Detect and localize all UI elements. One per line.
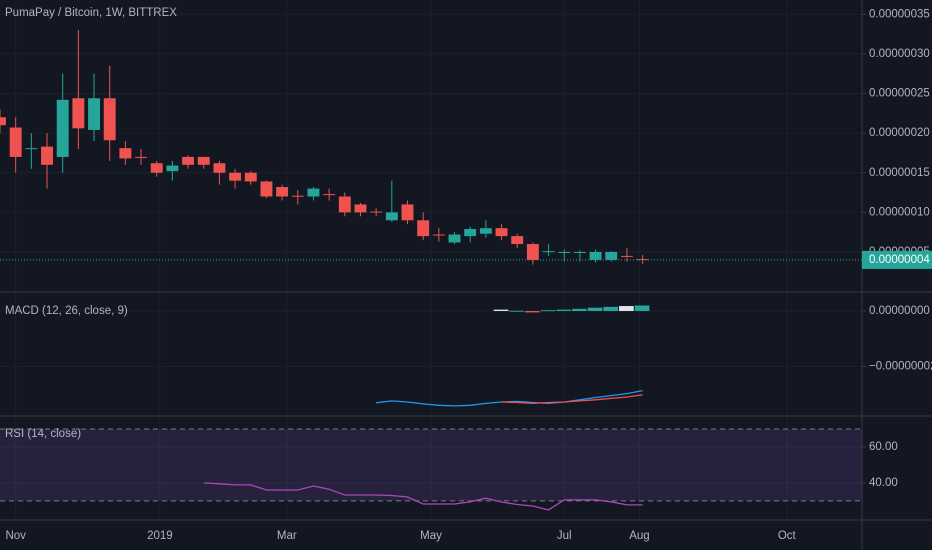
- candle-body: [213, 163, 226, 173]
- candle-body: [448, 234, 461, 243]
- x-tick-label: May: [420, 530, 442, 542]
- y-tick-label: 0.00000025: [869, 88, 930, 100]
- plot-area: [0, 30, 862, 511]
- x-tick-label: Aug: [629, 530, 649, 542]
- y-tick-label: −0.00000002: [869, 361, 932, 373]
- histogram-bar: [540, 310, 556, 312]
- candle-body: [56, 99, 69, 157]
- candle-body: [432, 234, 445, 236]
- candle-body: [182, 156, 195, 165]
- y-tick-label: 60.00: [869, 441, 898, 453]
- candle-body: [166, 165, 179, 172]
- candle-body: [526, 244, 539, 260]
- x-tick-label: Oct: [778, 530, 797, 542]
- x-tick-label: 2019: [147, 530, 173, 542]
- y-tick-label: 0.00000020: [869, 127, 930, 139]
- candle-body: [385, 212, 398, 221]
- histogram-bar: [603, 306, 619, 312]
- candle-body: [229, 172, 242, 181]
- rsi-band-fill: [0, 428, 862, 501]
- candle-body: [41, 146, 53, 165]
- candle-body: [119, 148, 132, 159]
- candle-body: [307, 188, 320, 197]
- y-tick-label: 0.00000010: [869, 206, 930, 218]
- candle-body: [417, 220, 430, 237]
- candle-body: [323, 194, 336, 196]
- y-tick-label: 40.00: [869, 477, 898, 489]
- histogram-bar: [525, 311, 540, 313]
- candle-body: [370, 211, 383, 213]
- candle-body: [260, 181, 273, 197]
- candle-body: [401, 204, 414, 221]
- candle-body: [511, 236, 524, 245]
- histogram-bar: [556, 309, 572, 312]
- candle-body: [276, 186, 289, 197]
- candle-body: [354, 204, 367, 213]
- candle-body: [135, 156, 148, 158]
- pane-title: RSI (14, close): [5, 428, 81, 440]
- candle-body: [558, 251, 571, 253]
- macd-line: [501, 394, 643, 405]
- histogram-bar: [509, 310, 525, 312]
- candle-body: [9, 127, 22, 157]
- chart-title: PumaPay / Bitcoin, 1W, BITTREX: [5, 7, 177, 19]
- last-price-box: [862, 250, 932, 269]
- histogram-bar: [572, 308, 587, 312]
- pane-title: MACD (12, 26, close, 9): [5, 305, 128, 317]
- candle-body: [479, 228, 492, 234]
- candle-body: [589, 251, 602, 260]
- x-tick-label: Nov: [5, 530, 26, 542]
- histogram-bar: [619, 306, 634, 312]
- grid: [0, 0, 862, 520]
- candle-body: [542, 251, 555, 253]
- candle-body: [150, 163, 163, 173]
- candle-body: [605, 251, 618, 260]
- histogram-bar: [634, 305, 650, 312]
- x-tick-label: Mar: [277, 530, 297, 542]
- y-tick-label: 0.00000035: [869, 8, 930, 20]
- candle-body: [495, 228, 508, 237]
- x-tick-label: Jul: [557, 530, 572, 542]
- y-tick-label: 0.00000015: [869, 167, 930, 179]
- histogram-bar: [493, 309, 509, 312]
- candle-body: [620, 255, 633, 257]
- candle-body: [72, 98, 85, 129]
- rsi-line: [203, 482, 643, 511]
- y-tick-label: 0.00000030: [869, 48, 930, 60]
- candle-body: [573, 251, 586, 253]
- histogram-bar: [587, 307, 603, 312]
- last-price-label: 0.00000004: [869, 254, 930, 266]
- candle-body: [338, 196, 351, 213]
- candle-body: [464, 228, 477, 237]
- candle-body: [25, 148, 38, 150]
- candle-body: [0, 117, 6, 126]
- candle-body: [291, 195, 304, 197]
- candle-body: [244, 172, 257, 182]
- y-tick-label: 0.00000000: [869, 305, 930, 317]
- candle-body: [88, 98, 100, 130]
- candle-body: [197, 156, 210, 165]
- candle-body: [103, 98, 116, 141]
